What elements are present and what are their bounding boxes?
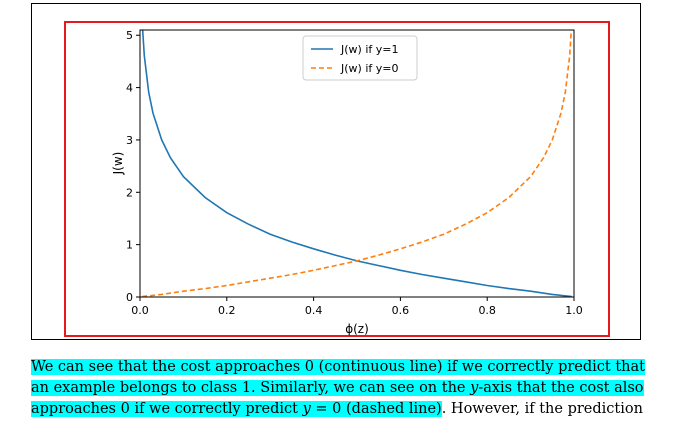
legend-label-series-2: J(w) if y=0 xyxy=(340,62,398,75)
highlighted-text-3: approaches 0 if we correctly predict y =… xyxy=(31,401,442,417)
x-tick-label: 0.8 xyxy=(478,304,496,317)
text-line-3-start: approaches 0 if we correctly predict xyxy=(31,401,303,417)
cost-chart: 0.0 0.2 0.4 0.6 0.8 1.0 0 1 2 3 4 5 ϕ(z) J(w) J(w)… xyxy=(111,29,583,336)
y-variable-2: y xyxy=(302,401,311,417)
y-variable: y xyxy=(470,380,479,396)
x-tick-label: 0.2 xyxy=(218,304,236,317)
text-line-2-start: an example belongs to class 1. Similarly… xyxy=(31,380,471,396)
x-tick-label: 1.0 xyxy=(565,304,583,317)
highlighted-text-1: We can see that the cost approaches 0 (c… xyxy=(31,359,645,375)
body-paragraph: We can see that the cost approaches 0 (c… xyxy=(31,357,651,420)
y-tick-label: 4 xyxy=(126,82,133,95)
x-tick-label: 0.6 xyxy=(392,304,410,317)
y-tick-label: 1 xyxy=(126,239,133,252)
y-axis-label: J(w) xyxy=(111,152,125,176)
highlighted-text-2: an example belongs to class 1. Similarly… xyxy=(31,380,644,396)
y-tick-label: 3 xyxy=(126,134,133,147)
y-tick-label: 0 xyxy=(126,291,133,304)
x-tick-label: 0.0 xyxy=(131,304,149,317)
text-line-3-mid: = 0 (dashed line) xyxy=(310,401,442,417)
y-tick-label: 5 xyxy=(126,29,133,42)
series-line-y1 xyxy=(141,30,572,298)
x-tick-label: 0.4 xyxy=(305,304,323,317)
text-line-2-end: -axis that the cost also xyxy=(478,380,644,396)
text-line-1: We can see that the cost approaches 0 (c… xyxy=(31,357,651,378)
text-line-2: an example belongs to class 1. Similarly… xyxy=(31,378,651,399)
figure-frame xyxy=(31,3,641,340)
x-axis-label: ϕ(z) xyxy=(345,322,369,336)
legend-box xyxy=(302,35,418,81)
y-tick-label: 2 xyxy=(126,186,133,199)
text-line-3-end: . However, if the prediction xyxy=(441,401,643,417)
legend: J(w) if y=1 J(w) if y=0 xyxy=(302,35,418,81)
text-line-3: approaches 0 if we correctly predict y =… xyxy=(31,399,651,420)
plot-area xyxy=(139,29,575,298)
highlight-box xyxy=(64,21,610,337)
legend-label-series-1: J(w) if y=1 xyxy=(340,43,398,56)
series-line-y0 xyxy=(142,30,573,298)
